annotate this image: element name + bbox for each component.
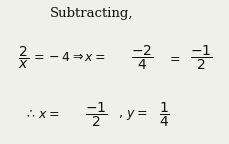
Text: $= -4 \Rightarrow x =$: $= -4 \Rightarrow x =$ (31, 51, 106, 64)
Text: $\dfrac{-1}{2}$: $\dfrac{-1}{2}$ (85, 101, 108, 129)
Text: Subtracting,: Subtracting, (50, 7, 134, 20)
Text: $\dfrac{2}{x}$: $\dfrac{2}{x}$ (18, 45, 29, 71)
Text: $\dfrac{-2}{4}$: $\dfrac{-2}{4}$ (131, 44, 153, 72)
Text: $\dfrac{-1}{2}$: $\dfrac{-1}{2}$ (190, 44, 212, 72)
Text: $=$: $=$ (167, 51, 180, 64)
Text: $\therefore\, x =$: $\therefore\, x =$ (24, 108, 60, 121)
Text: $\dfrac{1}{4}$: $\dfrac{1}{4}$ (159, 101, 170, 129)
Text: $,\, y =$: $,\, y =$ (118, 108, 147, 122)
